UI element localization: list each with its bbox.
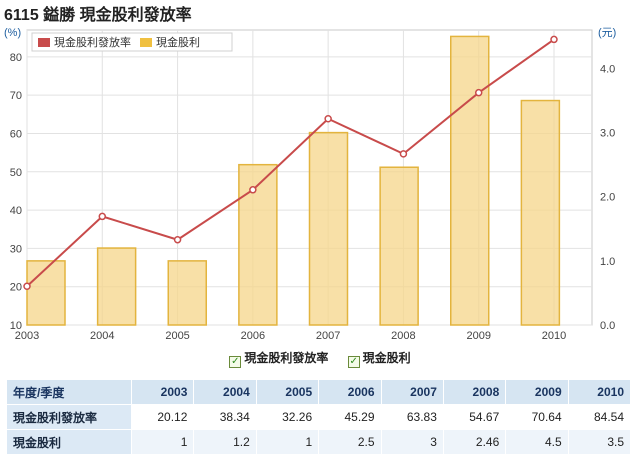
table-header-cell: 2008	[442, 379, 507, 405]
right-tick-label: 2.0	[600, 192, 615, 204]
table-cell: 54.67	[442, 404, 507, 430]
x-tick-label: 2003	[15, 330, 39, 342]
left-tick-label: 80	[10, 52, 22, 64]
x-tick-label: 2004	[90, 330, 114, 342]
bar	[379, 166, 419, 326]
table-cell: 20.12	[130, 404, 195, 430]
bar	[238, 163, 278, 326]
table-header-cell: 2006	[318, 379, 382, 405]
table-header-row: 年度/季度 2003 2004 2005 2006 2007 2008 2009…	[6, 379, 632, 405]
left-axis-unit: (%)	[4, 27, 21, 39]
checkbox-checked-icon[interactable]: ✓	[347, 356, 360, 368]
line-point	[23, 282, 31, 290]
right-tick-label: 0.0	[600, 320, 615, 332]
x-tick-label: 2010	[542, 330, 566, 342]
x-tick-label: 2009	[466, 330, 490, 342]
line-point	[249, 186, 257, 194]
table-cell: 45.29	[318, 404, 382, 430]
table-header-cell: 2009	[505, 379, 569, 405]
bar	[167, 260, 207, 326]
legend-swatch-line	[38, 38, 50, 47]
bar	[450, 35, 490, 326]
line-point	[474, 88, 483, 97]
line-point	[98, 212, 107, 221]
left-tick-label: 30	[10, 243, 22, 255]
line-point	[550, 35, 558, 44]
legend-swatch-bar	[140, 38, 152, 47]
table-header-cell: 2005	[255, 379, 320, 405]
line-point	[399, 150, 408, 158]
legend-label: 現金股利	[156, 35, 200, 49]
legend-label: 現金股利	[362, 351, 411, 365]
chart: 10 20 30 40 50 60 70 80 2003 2004 2005 2006 2007 2008…	[4, 27, 616, 342]
table-cell: 3.5	[567, 429, 632, 455]
table-cell: 1	[255, 429, 320, 455]
table-header-cell: 年度/季度	[6, 379, 132, 405]
line-point	[173, 235, 182, 244]
table-cell: 84.54	[567, 404, 632, 430]
left-tick-label: 50	[10, 167, 22, 179]
right-tick-label: 1.0	[600, 256, 615, 268]
chart-title: 6115 鎰勝 現金股利發放率	[4, 7, 192, 24]
x-tick-label: 2008	[391, 330, 415, 342]
checkbox-checked-icon[interactable]: ✓	[229, 356, 242, 368]
bar	[26, 260, 66, 326]
left-tick-label: 20	[10, 282, 22, 294]
left-tick-label: 40	[10, 205, 22, 217]
table-cell: 32.26	[255, 404, 320, 430]
table-header-cell: 2004	[193, 379, 257, 405]
legend-toggle-payout-ratio[interactable]: ✓ 現金股利發放率	[229, 349, 328, 368]
table-row: 現金股利 1 1.2 1 2.5 3 2.46 4.5 3.5	[6, 429, 632, 455]
table-cell: 38.34	[193, 404, 257, 430]
x-tick-label: 2005	[165, 330, 189, 342]
legend-label: 現金股利發放率	[54, 35, 131, 49]
series-line	[26, 38, 555, 287]
data-table: 年度/季度 2003 2004 2005 2006 2007 2008 2009…	[6, 379, 632, 455]
table-cell: 2.5	[318, 429, 382, 455]
x-tick-label: 2007	[316, 330, 340, 342]
table-header-cell: 2010	[567, 379, 632, 405]
left-tick-label: 10	[10, 320, 22, 332]
bar	[308, 131, 349, 326]
bar	[520, 99, 561, 326]
legend-label: 現金股利發放率	[244, 351, 329, 365]
table-cell: 63.83	[380, 404, 444, 430]
legend-box	[31, 32, 233, 52]
legend-toggle-cash-dividend[interactable]: ✓ 現金股利	[347, 349, 411, 368]
x-tick-label: 2006	[241, 330, 265, 342]
table-cell: 2.46	[442, 429, 507, 455]
table-cell: 3	[380, 429, 444, 455]
table-row-label: 現金股利	[6, 429, 132, 455]
left-tick-label: 70	[10, 90, 22, 102]
right-axis-unit: (元)	[598, 27, 616, 39]
right-tick-label: 4.0	[600, 63, 615, 75]
table-cell: 4.5	[505, 429, 569, 455]
table-header-cell: 2007	[380, 379, 444, 405]
table-cell: 70.64	[505, 404, 569, 430]
bottom-legend: ✓ 現金股利發放率 ✓ 現金股利	[0, 349, 640, 368]
table-header-cell: 2003	[130, 379, 195, 405]
line-point	[324, 115, 332, 123]
bar	[96, 247, 137, 326]
right-tick-label: 3.0	[600, 128, 615, 140]
table-row: 現金股利發放率 20.12 38.34 32.26 45.29 63.83 54…	[6, 404, 632, 430]
table-cell: 1.2	[193, 429, 257, 455]
table-row-label: 現金股利發放率	[6, 404, 132, 430]
left-tick-label: 60	[10, 128, 22, 140]
table-cell: 1	[130, 429, 195, 455]
